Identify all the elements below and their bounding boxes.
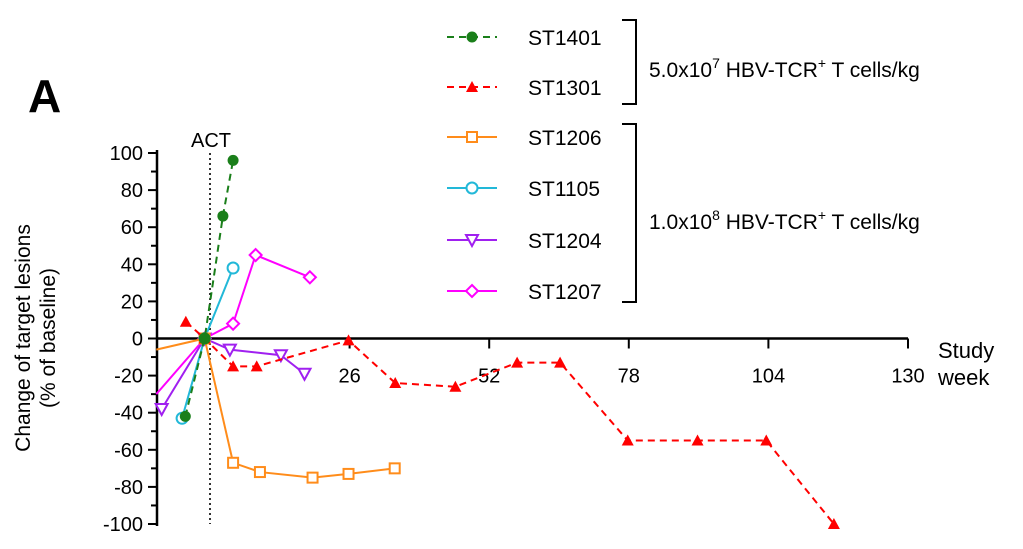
x-tick-label: 52 bbox=[478, 366, 500, 388]
data-point bbox=[691, 434, 704, 446]
x-tick-label: 104 bbox=[752, 366, 785, 388]
series-st1301 bbox=[179, 315, 840, 529]
data-point bbox=[827, 518, 840, 529]
legend-item-st1204: ST1204 bbox=[447, 230, 602, 253]
x-tick-label: 130 bbox=[891, 366, 924, 388]
data-point bbox=[389, 377, 402, 389]
y-tick-label: 100 bbox=[110, 143, 143, 165]
data-point bbox=[227, 154, 239, 166]
data-point bbox=[273, 349, 289, 364]
data-point bbox=[511, 356, 524, 368]
data-point bbox=[225, 316, 241, 332]
group-label: 1.0x108 HBV-TCR+ T cells/kg bbox=[649, 207, 920, 234]
data-point bbox=[342, 467, 355, 480]
y-axis-label-line1: Change of target lesions bbox=[12, 224, 35, 452]
data-point bbox=[621, 434, 634, 446]
data-point bbox=[466, 131, 478, 143]
baseline-point bbox=[198, 332, 211, 345]
legend-group-1: 5.0x107 HBV-TCR+ T cells/kg bbox=[622, 19, 920, 105]
data-point bbox=[227, 456, 240, 469]
y-tick-label: 40 bbox=[121, 254, 143, 276]
data-point bbox=[760, 434, 773, 446]
legend-item-st1207: ST1207 bbox=[447, 281, 602, 304]
data-point bbox=[217, 210, 229, 222]
series-st1401 bbox=[179, 154, 239, 422]
data-point bbox=[466, 31, 478, 43]
legend-bracket bbox=[622, 19, 637, 105]
data-point bbox=[466, 81, 478, 92]
data-point bbox=[465, 181, 479, 195]
x-axis-label-line2: week bbox=[937, 365, 990, 390]
legend-bracket bbox=[622, 123, 637, 303]
y-tick-label: 60 bbox=[121, 217, 143, 239]
legend-label: ST1207 bbox=[528, 281, 602, 304]
y-tick-label: 0 bbox=[132, 329, 143, 351]
data-point bbox=[306, 471, 319, 484]
data-point bbox=[464, 283, 480, 299]
data-point bbox=[153, 402, 170, 418]
data-point bbox=[388, 462, 401, 475]
legend-item-st1301: ST1301 bbox=[447, 77, 602, 100]
data-point bbox=[250, 360, 263, 372]
y-tick-label: 20 bbox=[121, 291, 143, 313]
data-point bbox=[179, 410, 191, 422]
data-point bbox=[248, 247, 264, 263]
legend-label: ST1301 bbox=[528, 77, 602, 100]
legend-group-2: 1.0x108 HBV-TCR+ T cells/kg bbox=[622, 123, 920, 303]
group-label: 5.0x107 HBV-TCR+ T cells/kg bbox=[649, 55, 920, 82]
legend-label: ST1401 bbox=[528, 27, 602, 50]
legend-item-st1401: ST1401 bbox=[447, 27, 602, 50]
data-point bbox=[302, 269, 318, 285]
y-tick-label: -20 bbox=[114, 366, 143, 388]
legend-label: ST1204 bbox=[528, 230, 602, 253]
data-point bbox=[554, 356, 567, 368]
series-line bbox=[184, 160, 235, 417]
data-point bbox=[253, 466, 266, 479]
data-point bbox=[449, 380, 462, 392]
data-point bbox=[227, 360, 240, 372]
data-point bbox=[226, 261, 240, 275]
data-point bbox=[464, 234, 480, 249]
data-point bbox=[296, 367, 313, 382]
y-tick-label: 80 bbox=[121, 180, 143, 202]
y-tick-label: -100 bbox=[103, 514, 143, 536]
data-point bbox=[222, 343, 238, 358]
legend-item-st1105: ST1105 bbox=[447, 178, 600, 201]
legend-label: ST1105 bbox=[528, 178, 600, 201]
y-tick-label: -60 bbox=[114, 440, 143, 462]
series-st1204 bbox=[153, 332, 313, 418]
y-tick-label: -40 bbox=[114, 403, 143, 425]
legend-item-st1206: ST1206 bbox=[447, 127, 602, 150]
data-point bbox=[179, 315, 192, 327]
panel-label: A bbox=[28, 70, 61, 122]
x-tick-label: 26 bbox=[338, 366, 360, 388]
y-axis-label-line2: (% of baseline) bbox=[37, 268, 60, 408]
act-annotation: ACT bbox=[191, 130, 231, 152]
data-point bbox=[342, 334, 355, 346]
x-tick-label: 78 bbox=[618, 366, 640, 388]
x-axis-label-line1: Study bbox=[938, 338, 994, 363]
legend-label: ST1206 bbox=[528, 127, 602, 150]
y-tick-label: -80 bbox=[114, 477, 143, 499]
